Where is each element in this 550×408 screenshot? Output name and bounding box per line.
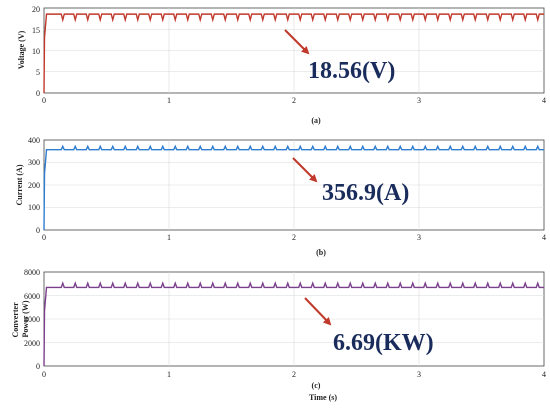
annotation-arrow-voltage — [284, 29, 310, 55]
annotation-current: 356.9(A) — [322, 180, 409, 206]
voltage-series-line — [43, 13, 544, 94]
y-tick-label: 200 — [28, 181, 40, 190]
panel-current: 0 100 200 300 400 0 1 2 3 4 Current (A) … — [15, 136, 546, 257]
grid-current — [44, 140, 544, 230]
panel-label-a: (a) — [311, 116, 321, 125]
annotation-arrow-power — [304, 297, 332, 326]
x-ticks-power: 0 1 2 3 4 — [42, 370, 546, 379]
y-ticks-voltage: 0 5 10 15 20 — [32, 5, 40, 98]
y-tick-label: 0 — [36, 362, 40, 371]
y-axis-label-power-line-2: Power (W) — [21, 300, 30, 337]
annotation-arrow-current — [292, 157, 318, 183]
x-tick-label: 3 — [417, 96, 421, 105]
x-tick-label: 3 — [417, 370, 421, 379]
current-series-line — [43, 144, 544, 231]
x-tick-label: 4 — [542, 96, 546, 105]
y-axis-label-current: Current (A) — [15, 164, 24, 205]
y-tick-label: 5 — [36, 68, 40, 77]
y-axis-label-voltage: Voltage (V) — [17, 30, 26, 69]
y-axis-label-power-line-1: Converter — [11, 302, 20, 338]
y-tick-label: 6000 — [24, 292, 40, 301]
y-tick-label: 0 — [36, 89, 40, 98]
x-tick-label: 2 — [292, 96, 296, 105]
x-tick-label: 2 — [292, 370, 296, 379]
panel-voltage: 0 5 10 15 20 0 1 2 3 4 Voltage (V) (a) 1… — [17, 5, 546, 125]
panel-label-b: (b) — [316, 248, 326, 257]
x-ticks-current: 0 1 2 3 4 — [42, 233, 546, 242]
x-tick-label: 0 — [42, 96, 46, 105]
x-tick-label: 0 — [42, 370, 46, 379]
y-tick-label: 8000 — [24, 268, 40, 277]
x-tick-label: 1 — [167, 370, 171, 379]
panel-label-c: (c) — [312, 381, 321, 390]
y-tick-label: 20 — [32, 5, 40, 14]
y-tick-label: 100 — [28, 203, 40, 212]
x-tick-label: 2 — [292, 233, 296, 242]
x-ticks-voltage: 0 1 2 3 4 — [42, 96, 546, 105]
panel-power: 0 2000 4000 6000 8000 0 1 2 3 4 Converte… — [11, 268, 546, 402]
y-tick-label: 15 — [32, 26, 40, 35]
y-tick-label: 2000 — [24, 339, 40, 348]
y-tick-label: 10 — [32, 47, 40, 56]
x-tick-label: 4 — [542, 233, 546, 242]
annotation-voltage: 18.56(V) — [308, 58, 395, 84]
y-ticks-current: 0 100 200 300 400 — [28, 136, 40, 235]
y-tick-label: 0 — [36, 226, 40, 235]
x-tick-label: 1 — [167, 233, 171, 242]
x-tick-label: 4 — [542, 370, 546, 379]
y-ticks-power: 0 2000 4000 6000 8000 — [24, 268, 40, 371]
x-axis-label-time: Time (s) — [309, 393, 337, 402]
y-tick-label: 400 — [28, 136, 40, 145]
grid-voltage — [44, 8, 544, 93]
y-axis-label-power: Converter Power (W) — [11, 300, 30, 337]
x-tick-label: 0 — [42, 233, 46, 242]
annotation-power: 6.69(KW) — [333, 330, 434, 356]
y-tick-label: 300 — [28, 158, 40, 167]
power-series-line — [43, 281, 544, 367]
x-tick-label: 1 — [167, 96, 171, 105]
y-tick-label: 4000 — [24, 315, 40, 324]
x-tick-label: 3 — [417, 233, 421, 242]
